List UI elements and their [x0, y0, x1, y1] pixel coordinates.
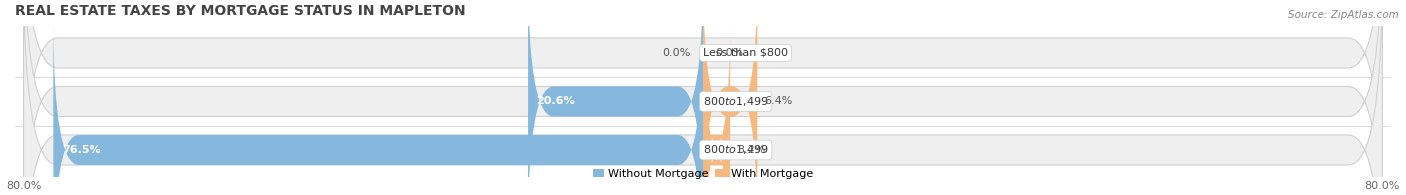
FancyBboxPatch shape	[703, 0, 758, 195]
FancyBboxPatch shape	[24, 0, 1382, 195]
FancyBboxPatch shape	[24, 0, 1382, 195]
Text: 0.0%: 0.0%	[716, 48, 744, 58]
Legend: Without Mortgage, With Mortgage: Without Mortgage, With Mortgage	[588, 164, 818, 183]
Text: 3.2%: 3.2%	[737, 145, 765, 155]
FancyBboxPatch shape	[703, 20, 730, 195]
Text: 0.0%: 0.0%	[662, 48, 690, 58]
Text: REAL ESTATE TAXES BY MORTGAGE STATUS IN MAPLETON: REAL ESTATE TAXES BY MORTGAGE STATUS IN …	[15, 4, 465, 18]
Text: Source: ZipAtlas.com: Source: ZipAtlas.com	[1288, 10, 1399, 20]
Text: Less than $800: Less than $800	[703, 48, 787, 58]
FancyBboxPatch shape	[24, 0, 1382, 195]
FancyBboxPatch shape	[53, 20, 703, 195]
FancyBboxPatch shape	[529, 0, 703, 195]
Text: 76.5%: 76.5%	[62, 145, 100, 155]
Text: 6.4%: 6.4%	[763, 97, 793, 106]
Text: $800 to $1,499: $800 to $1,499	[703, 95, 769, 108]
Text: $800 to $1,499: $800 to $1,499	[703, 144, 769, 156]
Text: 20.6%: 20.6%	[537, 97, 575, 106]
